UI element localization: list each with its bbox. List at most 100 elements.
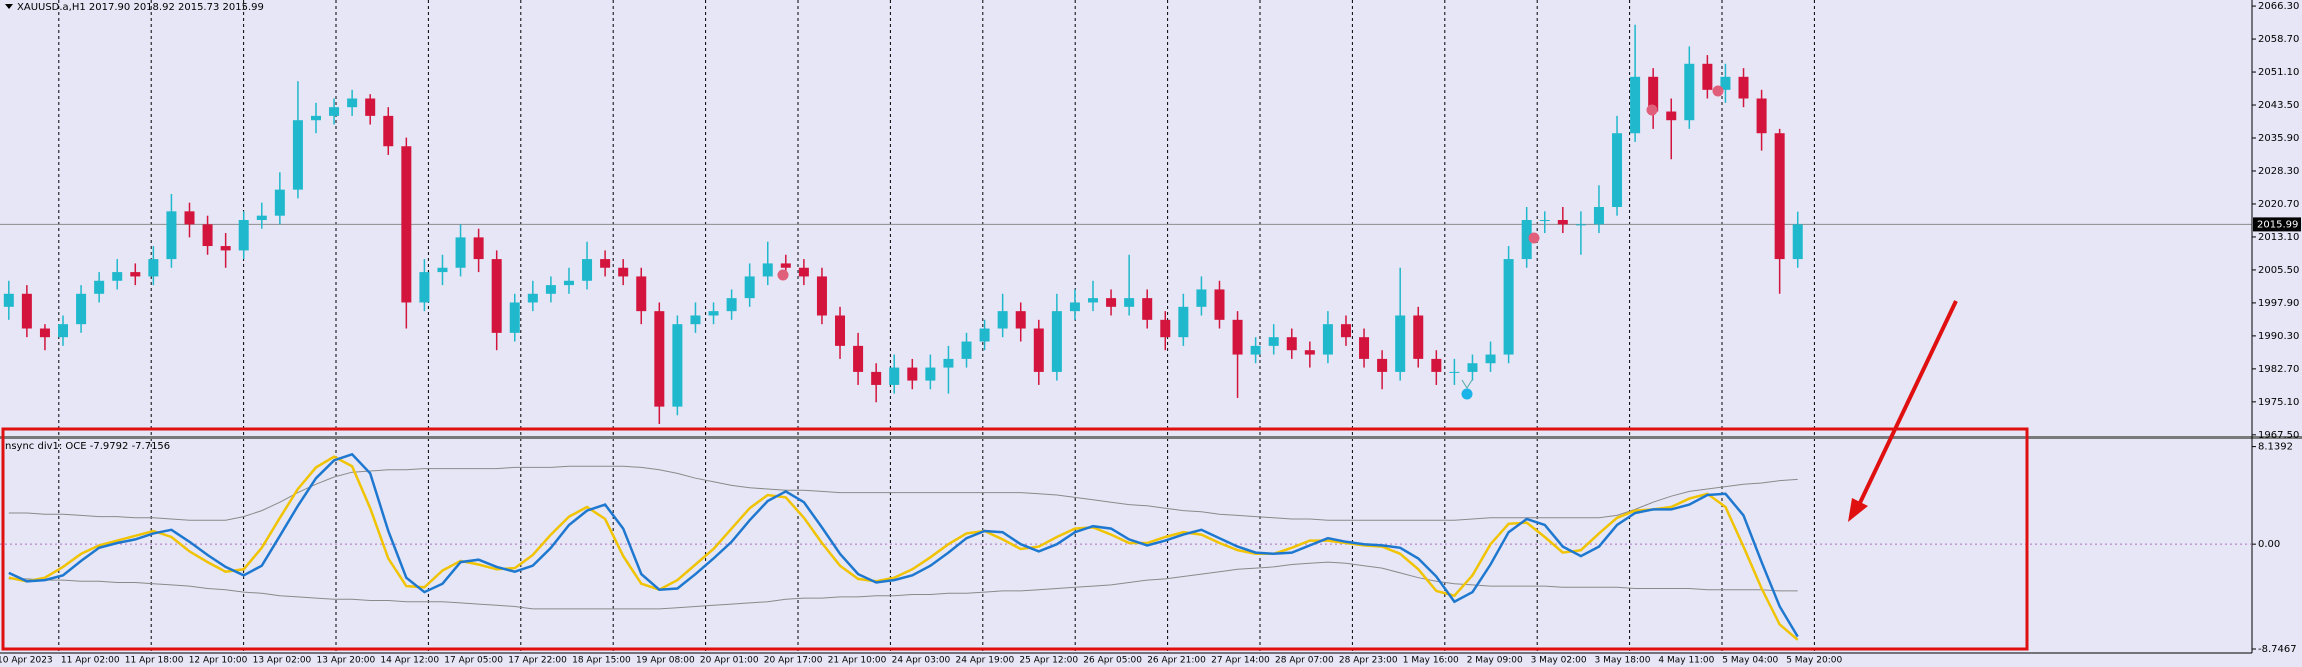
y-tick-label: 2005.50 xyxy=(2258,265,2299,276)
x-tick-label: 12 Apr 10:00 xyxy=(189,656,248,666)
signal-dot xyxy=(1461,388,1473,400)
candle-body xyxy=(112,272,123,281)
x-tick-label: 27 Apr 14:00 xyxy=(1211,656,1270,666)
candle-body xyxy=(1359,337,1370,359)
y-tick-label: 1990.30 xyxy=(2258,331,2299,342)
x-tick-label: 11 Apr 18:00 xyxy=(125,656,184,666)
candle-body xyxy=(1702,63,1713,90)
dropdown-icon[interactable] xyxy=(5,4,13,9)
y-tick-label: 2020.70 xyxy=(2258,199,2299,210)
candle-body xyxy=(3,293,14,307)
candle-body xyxy=(1557,220,1568,225)
candle-body xyxy=(1286,337,1297,351)
candle-body xyxy=(130,272,141,277)
candle-body xyxy=(1792,224,1803,260)
x-tick-label: 5 May 04:00 xyxy=(1722,656,1778,666)
candle-body xyxy=(1160,319,1171,338)
signal-dot xyxy=(777,269,789,281)
candle-body xyxy=(762,263,773,277)
candle-body xyxy=(1196,289,1207,307)
oscillator-panel xyxy=(0,452,2252,641)
candle-body xyxy=(816,276,827,316)
candle-body xyxy=(184,211,195,225)
candle-body xyxy=(94,280,105,294)
x-tick-label: 21 Apr 10:00 xyxy=(828,656,887,666)
last-price-label: 2015.99 xyxy=(2257,219,2298,230)
candle-body xyxy=(1124,298,1135,307)
candle-body xyxy=(1503,259,1514,355)
candle-body xyxy=(238,220,249,251)
candle-body xyxy=(545,285,556,294)
candle-body xyxy=(979,328,990,342)
candle-body xyxy=(1630,76,1641,134)
y-tick-label: 1997.90 xyxy=(2258,298,2299,309)
x-tick-label: 26 Apr 05:00 xyxy=(1083,656,1142,666)
y-tick-label: 8.1392 xyxy=(2258,442,2293,453)
candle-body xyxy=(292,120,303,190)
candle-body xyxy=(473,237,484,260)
candle-body xyxy=(871,371,882,385)
candle-body xyxy=(1250,345,1261,355)
symbol-header: XAUUSD.a,H1 2017.90 2018.92 2015.73 2015… xyxy=(17,2,264,13)
y-tick-label: 2035.90 xyxy=(2258,133,2299,144)
x-tick-label: 17 Apr 22:00 xyxy=(508,656,567,666)
candle-body xyxy=(437,267,448,273)
candle-body xyxy=(1756,98,1767,134)
candle-body xyxy=(1232,319,1243,355)
signal-arrow xyxy=(1461,379,1473,389)
oscillator-line xyxy=(8,452,1799,638)
x-tick-label: 3 May 18:00 xyxy=(1595,656,1651,666)
candle-body xyxy=(744,276,755,299)
y-tick-label: 2013.10 xyxy=(2258,232,2299,243)
candle-body xyxy=(1088,298,1098,303)
candle-body xyxy=(1051,311,1062,372)
x-tick-label: 5 May 20:00 xyxy=(1786,656,1842,666)
oscillator-line xyxy=(8,465,1798,521)
x-tick-label: 26 Apr 21:00 xyxy=(1147,656,1206,666)
candle-body xyxy=(1575,224,1586,226)
candle-body xyxy=(1449,371,1460,373)
candle-body xyxy=(1612,133,1623,207)
oscillator-line xyxy=(8,455,1799,641)
candle-body xyxy=(780,263,791,268)
candle-body xyxy=(1069,302,1080,312)
oscillator-line xyxy=(8,561,1798,610)
annotation-arrow xyxy=(1856,300,1958,508)
y-tick-label: -8.7467 xyxy=(2258,644,2297,655)
candle-body xyxy=(21,293,32,329)
candle-body xyxy=(1485,354,1496,364)
candle-body xyxy=(148,259,159,277)
candle-body xyxy=(527,293,538,303)
signal-dot xyxy=(1528,232,1540,244)
candle-body xyxy=(1142,298,1153,320)
x-tick-label: 19 Apr 08:00 xyxy=(636,656,695,666)
candle-body xyxy=(1322,324,1333,355)
x-tick-label: 24 Apr 03:00 xyxy=(892,656,951,666)
x-tick-label: 10 Apr 2023 xyxy=(0,656,53,666)
candle-body xyxy=(1521,220,1532,260)
candle-body xyxy=(1431,358,1442,372)
candle-body xyxy=(1178,306,1189,338)
candle-body xyxy=(256,215,267,221)
y-tick-label: 1982.70 xyxy=(2258,364,2299,375)
candle-body xyxy=(202,224,213,247)
candle-body xyxy=(1666,111,1677,121)
candle-body xyxy=(491,259,502,333)
last-price-box xyxy=(2253,217,2301,232)
candle-body xyxy=(76,293,87,325)
y-tick-label: 2058.70 xyxy=(2258,34,2299,45)
x-tick-label: 25 Apr 12:00 xyxy=(1019,656,1078,666)
x-tick-label: 11 Apr 02:00 xyxy=(61,656,120,666)
candle-body xyxy=(1720,76,1731,90)
candle-body xyxy=(365,98,376,116)
y-tick-label: 0.00 xyxy=(2258,539,2280,550)
x-tick-label: 18 Apr 15:00 xyxy=(572,656,631,666)
candle-body xyxy=(166,211,177,260)
candle-body xyxy=(220,246,231,251)
candle-body xyxy=(1738,76,1749,99)
x-tick-label: 28 Apr 07:00 xyxy=(1275,656,1334,666)
